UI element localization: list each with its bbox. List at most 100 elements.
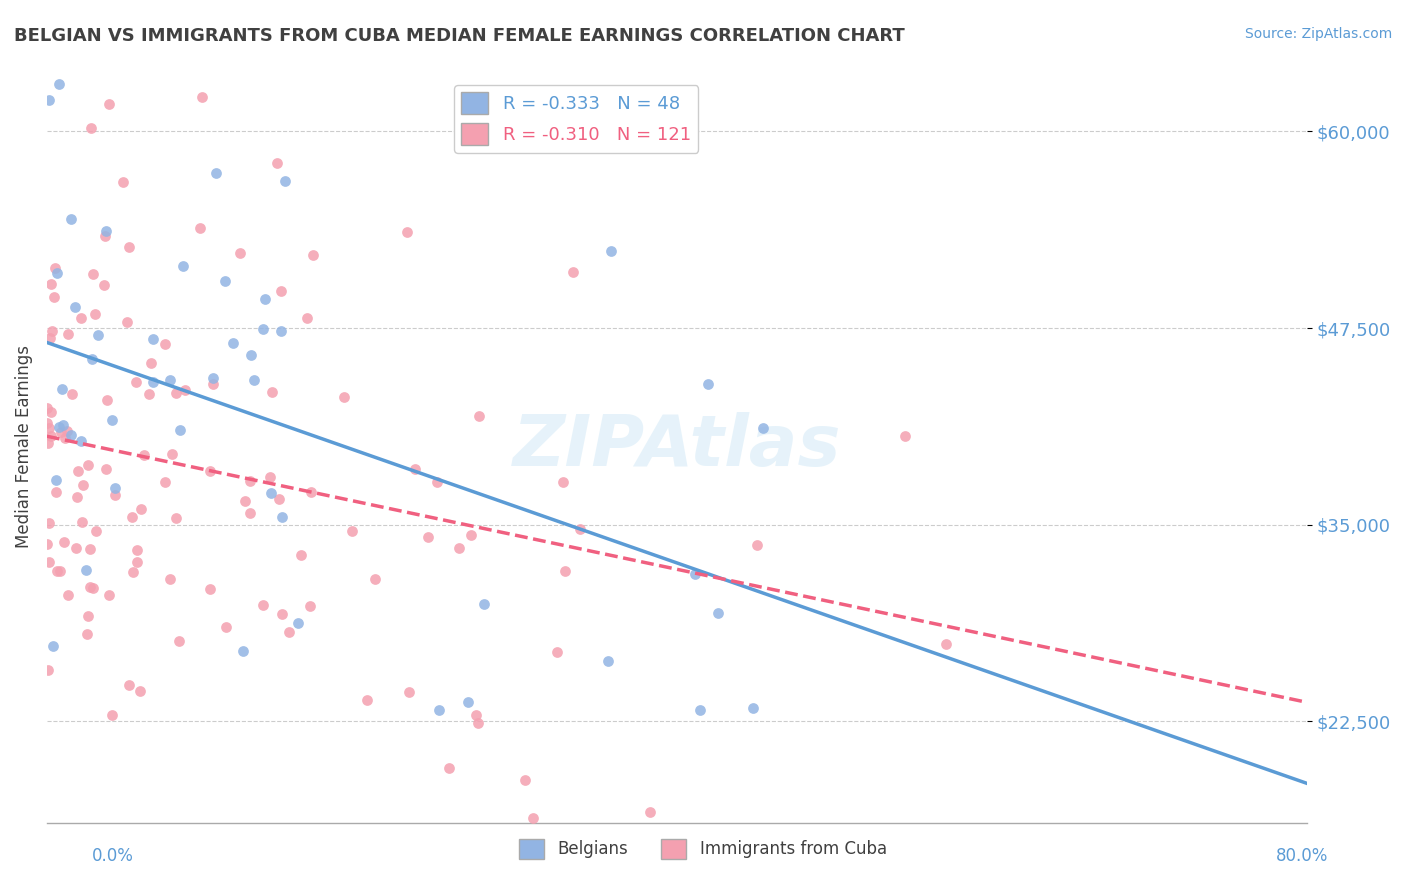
Point <box>200 464 222 478</box>
Point <box>60 386 83 401</box>
Point <box>142 375 165 389</box>
Point <box>104 488 127 502</box>
Point <box>553 475 575 489</box>
Y-axis label: Median Female Earnings: Median Female Earnings <box>15 344 32 548</box>
Point <box>125 375 148 389</box>
Point <box>269 492 291 507</box>
Point <box>935 636 957 650</box>
Point <box>165 510 187 524</box>
Point <box>82 267 104 281</box>
Point <box>707 607 730 621</box>
Point <box>52 417 75 432</box>
Point <box>470 132 492 146</box>
Point <box>396 225 419 239</box>
Point <box>233 493 256 508</box>
Point <box>200 582 222 596</box>
Point <box>745 537 768 551</box>
Point <box>35 537 58 551</box>
Point <box>53 535 76 549</box>
Point <box>174 383 197 397</box>
Point <box>222 336 245 351</box>
Point <box>84 307 107 321</box>
Point <box>447 541 470 555</box>
Point <box>416 530 439 544</box>
Point <box>457 695 479 709</box>
Point <box>70 310 93 325</box>
Point <box>893 429 915 443</box>
Point <box>398 685 420 699</box>
Point <box>266 156 288 170</box>
Point <box>39 428 62 442</box>
Point <box>364 572 387 586</box>
Point <box>232 643 254 657</box>
Text: ZIPAtlas: ZIPAtlas <box>513 411 841 481</box>
Point <box>103 481 125 495</box>
Point <box>56 588 79 602</box>
Point <box>56 327 79 342</box>
Point <box>87 328 110 343</box>
Point <box>70 434 93 449</box>
Point <box>39 331 62 345</box>
Point <box>45 266 67 280</box>
Point <box>79 542 101 557</box>
Point <box>38 93 60 107</box>
Legend: Belgians, Immigrants from Cuba: Belgians, Immigrants from Cuba <box>512 832 894 866</box>
Point <box>274 174 297 188</box>
Point <box>172 259 194 273</box>
Point <box>153 475 176 489</box>
Point <box>191 89 214 103</box>
Point <box>39 405 62 419</box>
Point <box>287 615 309 630</box>
Point <box>72 478 94 492</box>
Point <box>404 462 426 476</box>
Point <box>77 609 100 624</box>
Point <box>96 392 118 407</box>
Point <box>270 284 292 298</box>
Point <box>427 703 450 717</box>
Point <box>301 248 323 262</box>
Text: BELGIAN VS IMMIGRANTS FROM CUBA MEDIAN FEMALE EARNINGS CORRELATION CHART: BELGIAN VS IMMIGRANTS FROM CUBA MEDIAN F… <box>14 27 905 45</box>
Point <box>45 484 67 499</box>
Point <box>214 274 236 288</box>
Legend: R = -0.333   N = 48, R = -0.310   N = 121: R = -0.333 N = 48, R = -0.310 N = 121 <box>454 85 699 153</box>
Point <box>82 581 104 595</box>
Point <box>159 572 181 586</box>
Point <box>125 555 148 569</box>
Point <box>467 715 489 730</box>
Point <box>460 528 482 542</box>
Point <box>79 120 101 135</box>
Point <box>238 474 260 488</box>
Point <box>522 811 544 825</box>
Point <box>56 424 79 438</box>
Point <box>35 416 58 430</box>
Point <box>271 607 294 621</box>
Point <box>290 548 312 562</box>
Point <box>215 619 238 633</box>
Point <box>84 524 107 539</box>
Point <box>568 522 591 536</box>
Point <box>125 542 148 557</box>
Point <box>38 516 60 531</box>
Point <box>49 425 72 439</box>
Point <box>271 509 294 524</box>
Point <box>160 447 183 461</box>
Point <box>42 290 65 304</box>
Point <box>100 708 122 723</box>
Point <box>696 377 718 392</box>
Point <box>202 376 225 391</box>
Point <box>134 448 156 462</box>
Point <box>72 516 94 530</box>
Point <box>51 382 73 396</box>
Point <box>94 462 117 476</box>
Point <box>59 211 82 226</box>
Point <box>468 409 491 423</box>
Point <box>295 311 318 326</box>
Point <box>38 421 60 435</box>
Point <box>141 356 163 370</box>
Point <box>121 510 143 524</box>
Point <box>94 224 117 238</box>
Point <box>115 315 138 329</box>
Point <box>240 348 263 362</box>
Point <box>340 524 363 538</box>
Point <box>472 597 495 611</box>
